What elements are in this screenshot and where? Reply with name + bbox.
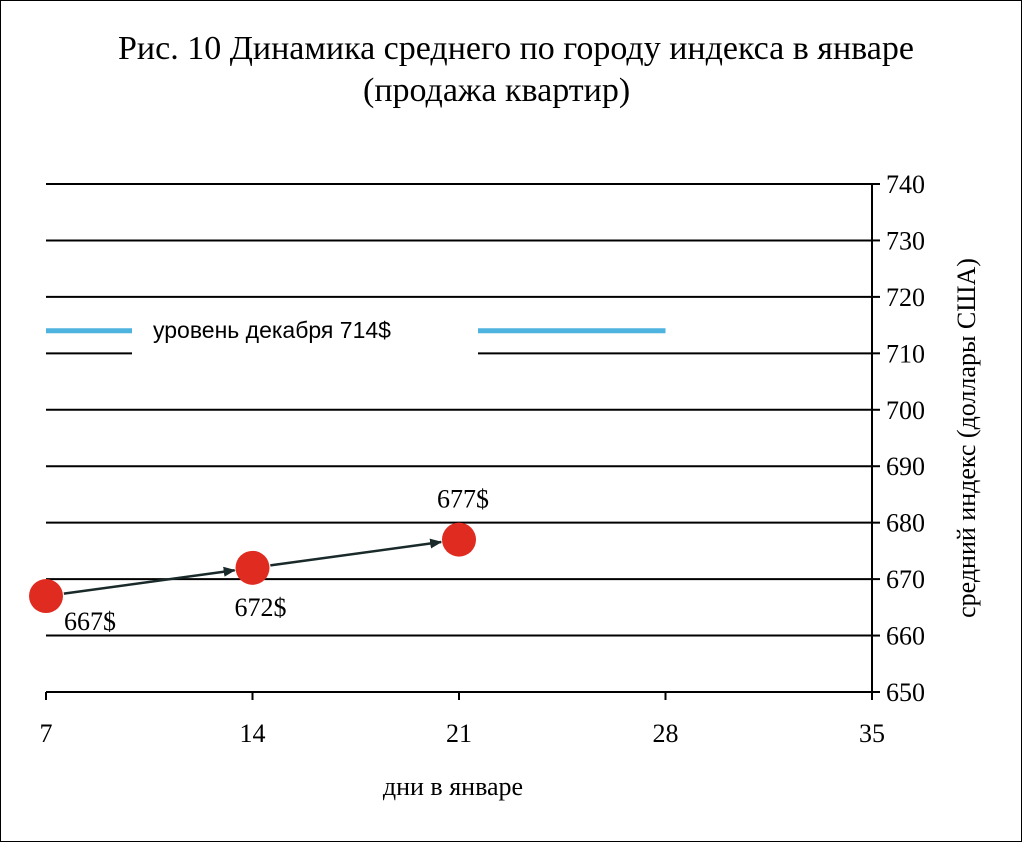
data-label-7: 667$ xyxy=(64,607,116,636)
data-series: 667$ 672$ 677$ xyxy=(29,485,489,636)
chart-title-line1: Рис. 10 Динамика среднего по городу инде… xyxy=(118,30,914,67)
y-axis-label: средний индекс (доллары США) xyxy=(952,258,981,618)
reference-line-label: уровень декабря 714$ xyxy=(153,317,391,343)
y-tick-label-650: 650 xyxy=(886,678,925,707)
data-label-21: 677$ xyxy=(437,485,489,514)
y-tick-label-670: 670 xyxy=(886,565,925,594)
y-tick-label-720: 720 xyxy=(886,283,925,312)
x-axis-label: дни в январе xyxy=(383,772,523,801)
y-tick-label-680: 680 xyxy=(886,509,925,538)
reference-label-box xyxy=(132,306,478,355)
grid-lines xyxy=(46,183,872,693)
x-tick-label-35: 35 xyxy=(859,719,885,748)
x-tick-label-14: 14 xyxy=(240,719,266,748)
y-axis: 650 660 670 680 690 700 710 720 730 740 xyxy=(871,170,925,707)
trend-arrow-2 xyxy=(270,538,443,567)
reference-line: уровень декабря 714$ xyxy=(46,306,666,355)
x-tick-label-28: 28 xyxy=(653,719,679,748)
y-tick-label-690: 690 xyxy=(886,452,925,481)
x-tick-label-7: 7 xyxy=(40,719,53,748)
y-tick-label-660: 660 xyxy=(886,622,925,651)
y-tick-label-730: 730 xyxy=(886,226,925,255)
data-label-14: 672$ xyxy=(235,593,287,622)
y-tick-label-710: 710 xyxy=(886,339,925,368)
trend-arrow-1 xyxy=(63,566,236,595)
y-tick-label-740: 740 xyxy=(886,170,925,199)
data-point-14 xyxy=(235,550,270,585)
data-point-7 xyxy=(29,579,63,614)
y-tick-label-700: 700 xyxy=(886,396,925,425)
chart-title-line2: (продажа квартир) xyxy=(363,72,631,109)
data-point-21 xyxy=(442,522,476,557)
x-tick-label-21: 21 xyxy=(446,719,472,748)
x-axis: 7 14 21 28 35 xyxy=(40,692,885,748)
